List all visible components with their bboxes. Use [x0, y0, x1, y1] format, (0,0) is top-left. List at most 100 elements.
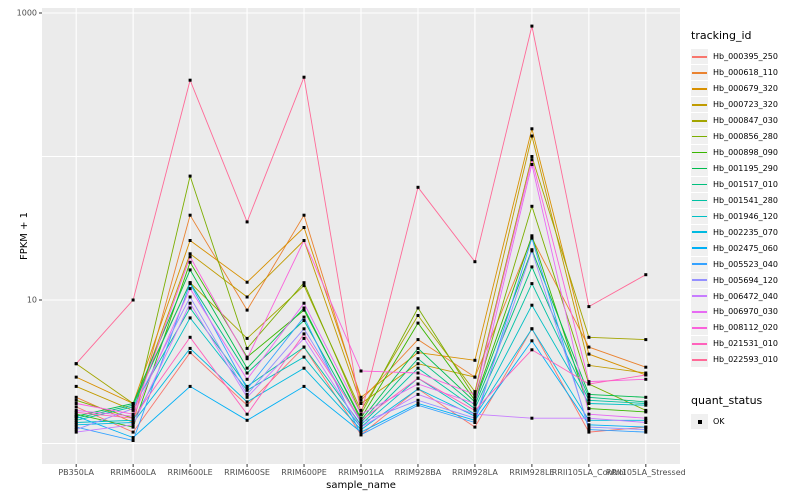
data-point-marker [416, 362, 420, 366]
data-point-marker [188, 78, 192, 82]
data-point-marker [245, 387, 249, 391]
data-point-marker [359, 416, 363, 420]
data-point-marker [74, 416, 78, 420]
data-point-marker [245, 377, 249, 381]
legend-key-box [691, 336, 708, 352]
data-point-marker [188, 213, 192, 217]
data-point-marker [188, 316, 192, 320]
data-point-marker [644, 402, 648, 405]
data-point-marker [74, 423, 78, 427]
data-point-marker [416, 346, 420, 350]
data-point-marker [644, 395, 648, 399]
legend-color-line-icon [692, 231, 707, 234]
legend-items: Hb_000395_250 Hb_000618_110 Hb_000679_320 H… [691, 49, 799, 368]
data-point-marker [74, 428, 78, 432]
legend-item-label: Hb_000723_320 [713, 100, 778, 110]
data-point-marker [245, 392, 249, 396]
data-point-marker [530, 348, 534, 352]
data-point-marker [302, 332, 306, 336]
legend-color-line-icon [692, 358, 707, 361]
data-point-marker [644, 425, 648, 429]
quant-status-legend: quant_status OK [691, 394, 799, 430]
data-point-marker [473, 421, 477, 424]
data-point-marker [245, 308, 249, 312]
legend-key-box [691, 224, 708, 240]
data-point-marker [644, 371, 648, 375]
legend-item: Hb_000679_320 [691, 81, 799, 97]
legend-color-line-icon [692, 215, 707, 218]
data-point-marker [473, 400, 477, 404]
x-tick-label: RRII105LA_Stressed [606, 468, 686, 477]
data-point-marker [587, 407, 591, 411]
data-point-marker [245, 412, 249, 416]
data-point-marker [587, 305, 591, 309]
data-point-marker [131, 439, 135, 442]
legend-key-box [691, 113, 708, 129]
data-point-marker [416, 371, 420, 375]
data-point-marker [245, 336, 249, 340]
data-point-marker [188, 255, 192, 259]
data-point-marker [359, 402, 363, 405]
data-point-marker [188, 287, 192, 291]
data-point-marker [530, 158, 534, 162]
legend-item: Hb_000723_320 [691, 97, 799, 113]
data-point-marker [530, 127, 534, 131]
data-point-marker [131, 436, 135, 440]
legend-item: Hb_000395_250 [691, 49, 799, 65]
data-point-marker [302, 301, 306, 305]
data-point-marker [587, 382, 591, 386]
data-point-marker [245, 357, 249, 361]
legend-item: Hb_002235_070 [691, 224, 799, 240]
data-point-marker [359, 395, 363, 399]
data-point-marker [245, 366, 249, 370]
data-point-marker [359, 430, 363, 434]
data-point-marker [416, 398, 420, 402]
data-point-marker [302, 239, 306, 242]
data-point-marker [530, 163, 534, 166]
legend-color-line-icon [692, 135, 707, 138]
data-point-marker [188, 268, 192, 272]
x-tick-label: RRIM928BA [395, 468, 442, 477]
data-point-marker [587, 430, 591, 434]
data-point-marker [473, 408, 477, 412]
data-point-marker [188, 301, 192, 305]
legend-key-box [691, 272, 708, 288]
data-point-marker [74, 410, 78, 414]
data-point-marker [530, 416, 534, 420]
data-point-marker [74, 430, 78, 434]
data-point-marker [302, 213, 306, 217]
data-point-marker [302, 308, 306, 312]
data-point-marker [302, 327, 306, 331]
data-point-marker [587, 425, 591, 429]
legend-color-line-icon [692, 56, 707, 58]
data-point-marker [473, 403, 477, 407]
legend-item-label: Hb_002475_060 [713, 243, 778, 253]
legend-item: Hb_000618_110 [691, 65, 799, 81]
legend-item-label: Hb_021531_010 [713, 339, 778, 349]
data-point-marker [530, 265, 534, 269]
data-point-marker [644, 421, 648, 424]
data-point-marker [188, 282, 192, 286]
data-point-marker [473, 416, 477, 420]
data-point-marker [359, 369, 363, 373]
legend-color-line-icon [692, 343, 707, 345]
data-point-marker [530, 24, 534, 28]
data-point-marker [644, 418, 648, 422]
data-point-marker [530, 303, 534, 307]
legend-key-box [691, 208, 708, 224]
data-point-marker [74, 384, 78, 388]
legend-item-label: Hb_001946_120 [713, 211, 778, 221]
data-point-marker [302, 315, 306, 319]
data-point-marker [359, 423, 363, 427]
ok-square-marker-icon [697, 419, 702, 424]
data-point-marker [359, 433, 363, 437]
data-point-marker [74, 362, 78, 366]
data-point-marker [416, 382, 420, 386]
data-point-marker [74, 402, 78, 405]
legend-item-label: Hb_005523_040 [713, 259, 778, 269]
x-tick-label: RRII105LA_Control [552, 468, 626, 477]
legend-key-box [691, 240, 708, 256]
data-point-marker [644, 400, 648, 404]
data-point-marker [188, 239, 192, 242]
legend-item: Hb_005523_040 [691, 256, 799, 272]
